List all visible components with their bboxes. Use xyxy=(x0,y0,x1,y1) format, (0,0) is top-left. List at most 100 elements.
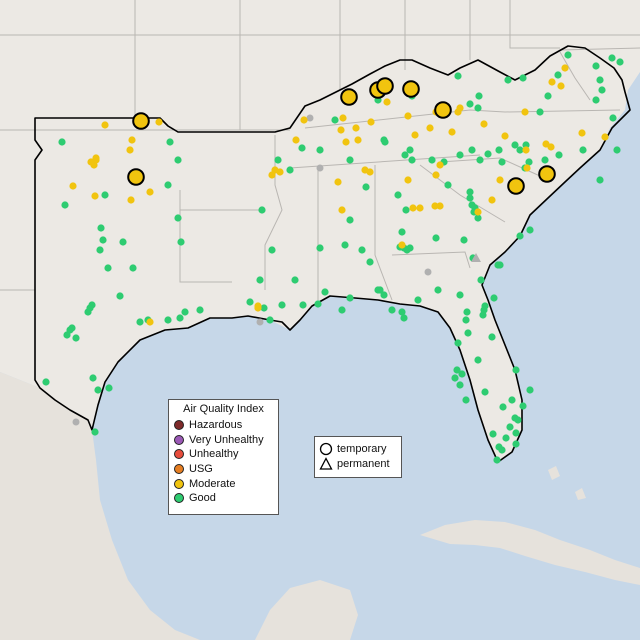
monitor-good[interactable] xyxy=(579,146,587,154)
monitor-good[interactable] xyxy=(358,246,366,254)
monitor-good[interactable] xyxy=(61,201,69,209)
monitor-moderate[interactable] xyxy=(404,176,412,184)
monitor-good[interactable] xyxy=(453,366,461,374)
monitor-good[interactable] xyxy=(96,246,104,254)
monitor-good[interactable] xyxy=(286,166,294,174)
monitor-good[interactable] xyxy=(341,241,349,249)
monitor-good[interactable] xyxy=(99,236,107,244)
monitor-moderate[interactable] xyxy=(522,146,530,154)
monitor-good[interactable] xyxy=(428,156,436,164)
monitor-good[interactable] xyxy=(508,396,516,404)
monitor-moderate[interactable] xyxy=(547,143,555,151)
monitor-no-data[interactable] xyxy=(316,164,324,172)
monitor-good[interactable] xyxy=(477,276,485,284)
monitor-good[interactable] xyxy=(316,146,324,154)
monitor-moderate[interactable] xyxy=(548,78,556,86)
monitor-moderate[interactable] xyxy=(300,116,308,124)
monitor-moderate[interactable] xyxy=(383,98,391,106)
monitor-moderate[interactable] xyxy=(431,202,439,210)
monitor-moderate[interactable] xyxy=(342,138,350,146)
monitor-good[interactable] xyxy=(484,150,492,158)
monitor-good[interactable] xyxy=(498,158,506,166)
monitor-moderate[interactable] xyxy=(557,82,565,90)
monitor-good[interactable] xyxy=(609,114,617,122)
monitor-good[interactable] xyxy=(376,286,384,294)
monitor-good[interactable] xyxy=(97,224,105,232)
monitor-good[interactable] xyxy=(541,156,549,164)
monitor-moderate[interactable] xyxy=(501,132,509,140)
monitor-moderate[interactable] xyxy=(480,120,488,128)
monitor-good[interactable] xyxy=(479,311,487,319)
monitor-no-data[interactable] xyxy=(256,318,264,326)
monitor-moderate[interactable] xyxy=(101,121,109,129)
monitor-temporary-moderate[interactable] xyxy=(402,80,420,98)
monitor-moderate[interactable] xyxy=(496,176,504,184)
monitor-good[interactable] xyxy=(366,258,374,266)
monitor-good[interactable] xyxy=(166,138,174,146)
monitor-good[interactable] xyxy=(164,316,172,324)
monitor-good[interactable] xyxy=(456,291,464,299)
monitor-moderate[interactable] xyxy=(398,241,406,249)
monitor-no-data[interactable] xyxy=(72,418,80,426)
monitor-good[interactable] xyxy=(398,308,406,316)
monitor-moderate[interactable] xyxy=(92,154,100,162)
monitor-good[interactable] xyxy=(278,301,286,309)
monitor-no-data[interactable] xyxy=(306,114,314,122)
monitor-temporary-moderate[interactable] xyxy=(538,165,556,183)
monitor-moderate[interactable] xyxy=(354,136,362,144)
monitor-good[interactable] xyxy=(91,428,99,436)
monitor-good[interactable] xyxy=(406,146,414,154)
monitor-good[interactable] xyxy=(466,194,474,202)
monitor-moderate[interactable] xyxy=(448,128,456,136)
monitor-good[interactable] xyxy=(260,304,268,312)
monitor-good[interactable] xyxy=(460,236,468,244)
monitor-good[interactable] xyxy=(488,333,496,341)
monitor-good[interactable] xyxy=(177,238,185,246)
monitor-good[interactable] xyxy=(598,86,606,94)
monitor-moderate[interactable] xyxy=(126,146,134,154)
monitor-good[interactable] xyxy=(400,314,408,322)
monitor-good[interactable] xyxy=(402,206,410,214)
monitor-good[interactable] xyxy=(119,238,127,246)
monitor-good[interactable] xyxy=(94,386,102,394)
monitor-temporary-moderate[interactable] xyxy=(127,168,145,186)
monitor-good[interactable] xyxy=(511,141,519,149)
monitor-moderate[interactable] xyxy=(87,158,95,166)
monitor-good[interactable] xyxy=(346,156,354,164)
monitor-good[interactable] xyxy=(316,244,324,252)
monitor-good[interactable] xyxy=(555,151,563,159)
monitor-good[interactable] xyxy=(388,306,396,314)
monitor-good[interactable] xyxy=(136,318,144,326)
monitor-good[interactable] xyxy=(434,286,442,294)
monitor-moderate[interactable] xyxy=(338,206,346,214)
monitor-good[interactable] xyxy=(564,51,572,59)
monitor-good[interactable] xyxy=(504,76,512,84)
monitor-good[interactable] xyxy=(63,331,71,339)
monitor-good[interactable] xyxy=(514,416,522,424)
monitor-moderate[interactable] xyxy=(127,196,135,204)
monitor-good[interactable] xyxy=(346,294,354,302)
monitor-moderate[interactable] xyxy=(128,136,136,144)
monitor-good[interactable] xyxy=(454,339,462,347)
monitor-good[interactable] xyxy=(414,296,422,304)
monitor-good[interactable] xyxy=(474,356,482,364)
monitor-good[interactable] xyxy=(592,62,600,70)
monitor-moderate[interactable] xyxy=(436,161,444,169)
monitor-good[interactable] xyxy=(468,146,476,154)
monitor-good[interactable] xyxy=(476,156,484,164)
monitor-good[interactable] xyxy=(256,276,264,284)
monitor-moderate[interactable] xyxy=(146,188,154,196)
monitor-good[interactable] xyxy=(525,158,533,166)
monitor-moderate[interactable] xyxy=(561,64,569,72)
monitor-good[interactable] xyxy=(291,276,299,284)
monitor-no-data[interactable] xyxy=(424,268,432,276)
monitor-moderate[interactable] xyxy=(292,136,300,144)
monitor-good[interactable] xyxy=(174,214,182,222)
monitor-moderate[interactable] xyxy=(366,168,374,176)
monitor-good[interactable] xyxy=(406,244,414,252)
monitor-moderate[interactable] xyxy=(523,164,531,172)
monitor-good[interactable] xyxy=(466,100,474,108)
monitor-good[interactable] xyxy=(498,446,506,454)
monitor-good[interactable] xyxy=(494,261,502,269)
monitor-good[interactable] xyxy=(544,92,552,100)
